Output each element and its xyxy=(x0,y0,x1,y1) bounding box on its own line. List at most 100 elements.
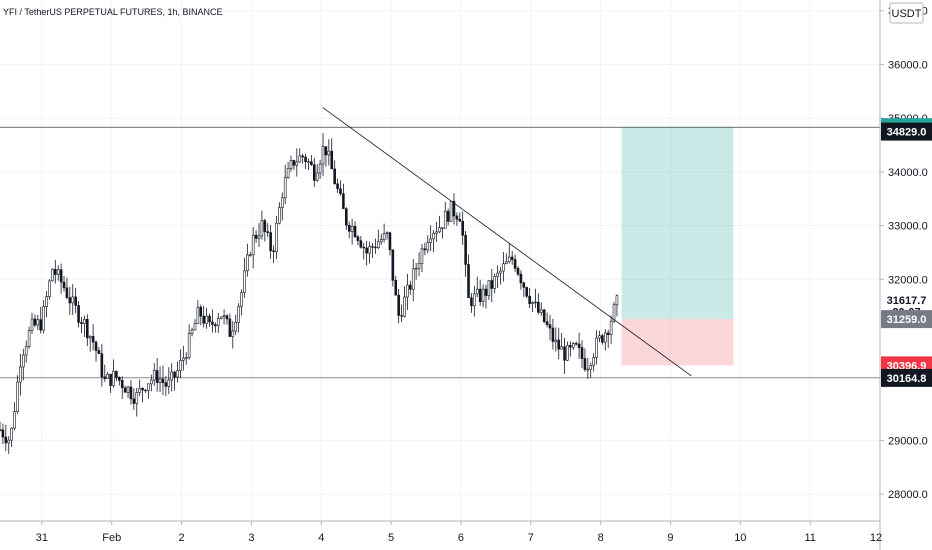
candle-body xyxy=(394,280,398,296)
candle-body xyxy=(289,160,293,169)
candle xyxy=(97,346,101,354)
candle xyxy=(222,309,226,325)
candle-body xyxy=(45,296,48,308)
candle-body xyxy=(190,329,194,334)
price-tag-label: 34829.0 xyxy=(887,127,927,139)
candle-body xyxy=(324,146,328,156)
candle xyxy=(333,160,336,185)
candle xyxy=(344,207,348,230)
candle xyxy=(48,278,51,300)
candle-body xyxy=(473,293,476,307)
candle xyxy=(502,251,505,282)
candle xyxy=(304,153,307,170)
candle xyxy=(147,383,150,399)
candle-body xyxy=(545,321,549,325)
currency-button[interactable]: USDT xyxy=(889,2,924,24)
price-tag-bg xyxy=(881,368,932,387)
candle xyxy=(86,314,89,347)
candle xyxy=(216,312,220,333)
candle xyxy=(289,155,293,172)
candle xyxy=(580,340,584,369)
candle xyxy=(100,343,104,387)
candle xyxy=(417,252,421,277)
target-zone[interactable] xyxy=(621,127,734,320)
candle-body xyxy=(414,267,418,270)
candle-body xyxy=(202,315,206,324)
candle xyxy=(484,284,488,309)
candle xyxy=(225,314,229,325)
candle-body xyxy=(592,357,595,366)
candle xyxy=(144,389,147,393)
candle xyxy=(237,303,240,333)
candle xyxy=(234,314,238,335)
x-axis-ticks: 31 Feb 2 3 4 5 6 7 8 9 10 11 12 xyxy=(36,521,882,544)
candle xyxy=(51,268,54,282)
candle-body xyxy=(132,398,136,404)
candlestick-series xyxy=(0,133,619,454)
candle-body xyxy=(490,280,494,289)
candle-body xyxy=(118,376,121,381)
candle-body xyxy=(292,160,296,166)
candle xyxy=(211,309,214,333)
candle xyxy=(56,265,60,281)
candle xyxy=(409,280,412,295)
candle-body xyxy=(216,318,220,327)
candle-body xyxy=(155,370,159,383)
candle-body xyxy=(173,371,176,378)
candle-body xyxy=(170,371,173,381)
candle-body xyxy=(24,346,28,356)
candle-body xyxy=(187,333,191,358)
candle-body xyxy=(534,301,537,304)
candle-body xyxy=(548,324,552,329)
candle-body xyxy=(126,386,130,393)
candle xyxy=(507,243,511,264)
x-axis[interactable]: 31 Feb 2 3 4 5 6 7 8 9 10 11 12 xyxy=(0,520,882,544)
horizontal-lines[interactable] xyxy=(0,126,880,379)
stop-zone[interactable] xyxy=(621,319,734,366)
candle-body xyxy=(586,368,590,371)
candle-body xyxy=(598,335,601,339)
candle-body xyxy=(196,306,200,324)
y-tick-label: 33000.0 xyxy=(888,221,928,233)
candle-body xyxy=(379,239,383,243)
x-tick-label: 10 xyxy=(734,532,746,544)
candle-body xyxy=(519,273,523,284)
y-axis[interactable]: 37000.036000.035000.034000.033000.032000… xyxy=(879,0,928,550)
candle-body xyxy=(147,383,150,391)
trend-line[interactable] xyxy=(322,107,692,377)
x-tick-label: 6 xyxy=(458,532,464,544)
candle xyxy=(208,313,211,327)
candle-body xyxy=(449,200,453,222)
candle xyxy=(429,225,432,252)
candle xyxy=(129,380,133,405)
price-tag-bg xyxy=(881,122,932,141)
candle xyxy=(391,249,395,287)
candle-body xyxy=(19,366,22,383)
candle xyxy=(516,266,520,277)
candle xyxy=(53,259,57,284)
x-tick-label: 5 xyxy=(388,532,394,544)
candle-body xyxy=(420,248,424,264)
candle-body xyxy=(42,306,45,331)
candle-body xyxy=(103,376,107,379)
candle-body xyxy=(478,288,482,302)
candle-body xyxy=(435,231,438,234)
candle-body xyxy=(205,315,208,324)
candle-body xyxy=(368,246,371,254)
candle-body xyxy=(371,246,374,248)
candle xyxy=(298,148,302,163)
candle xyxy=(179,349,182,378)
candle xyxy=(158,366,162,392)
candle-body xyxy=(417,263,421,269)
candle xyxy=(324,146,328,167)
y-axis-ticks: 37000.036000.035000.034000.033000.032000… xyxy=(880,6,928,501)
candle xyxy=(374,238,377,254)
candle xyxy=(155,357,159,392)
candle-body xyxy=(237,306,240,323)
candle xyxy=(603,329,607,351)
candle xyxy=(589,362,593,378)
candle-body xyxy=(48,280,51,297)
long-position-tool[interactable] xyxy=(621,127,734,366)
candle xyxy=(362,242,366,260)
